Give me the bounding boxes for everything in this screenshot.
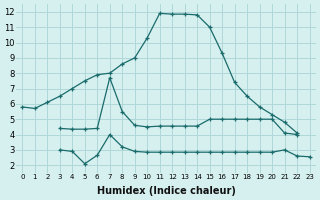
X-axis label: Humidex (Indice chaleur): Humidex (Indice chaleur) xyxy=(97,186,236,196)
